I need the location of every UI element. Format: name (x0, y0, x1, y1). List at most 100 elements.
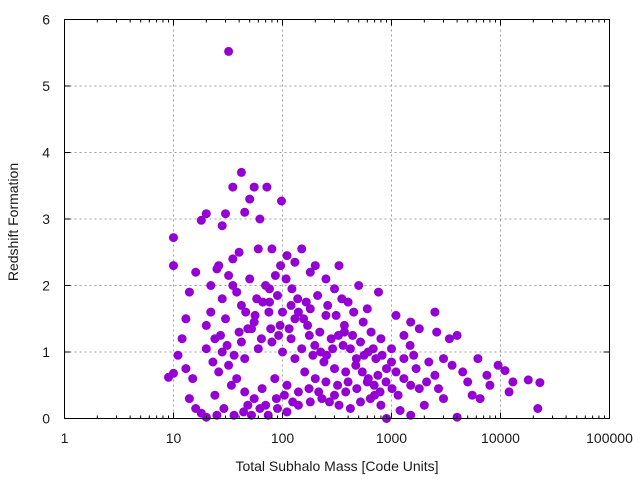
data-point (376, 334, 386, 344)
data-point (257, 384, 267, 394)
data-point (405, 340, 415, 350)
data-point (430, 370, 440, 380)
data-point (264, 307, 274, 317)
data-point (349, 307, 359, 317)
data-point (282, 407, 292, 417)
data-point (305, 267, 315, 277)
data-point (303, 320, 313, 330)
data-point (363, 374, 373, 384)
data-point (409, 350, 419, 360)
data-point (265, 284, 274, 294)
data-point (224, 271, 234, 280)
data-point (221, 314, 230, 324)
data-point (290, 314, 300, 324)
tick-marks (64, 19, 610, 419)
data-point (206, 307, 216, 317)
data-point (282, 251, 292, 261)
data-point (310, 374, 320, 384)
data-point (330, 364, 339, 374)
data-point (414, 384, 424, 394)
data-point (535, 378, 545, 388)
data-point (310, 340, 320, 350)
data-point (317, 394, 327, 404)
data-point (201, 209, 211, 219)
data-point (308, 350, 318, 360)
data-point (184, 394, 194, 404)
data-point (439, 394, 448, 404)
data-point (271, 394, 281, 404)
data-point (300, 367, 310, 377)
data-point (351, 354, 361, 364)
y-tick-label: 0 (42, 411, 50, 427)
data-point (228, 182, 238, 192)
data-point (473, 354, 483, 364)
data-point (341, 387, 351, 397)
data-point (293, 307, 303, 317)
data-point (366, 327, 376, 337)
data-point (304, 330, 314, 340)
data-point (348, 330, 358, 340)
data-point (287, 284, 297, 294)
data-point (282, 380, 292, 390)
data-point (232, 287, 242, 297)
y-axis-title: Redshift Formation (5, 163, 21, 281)
data-point (240, 354, 250, 364)
data-point (255, 214, 265, 224)
x-axis-title: Total Subhalo Mass [Code Units] (235, 458, 438, 474)
data-point (339, 320, 349, 330)
data-point (277, 196, 286, 206)
data-point (391, 367, 401, 377)
data-point (363, 347, 373, 357)
data-point (345, 404, 355, 413)
data-point (447, 360, 457, 370)
data-point (188, 374, 198, 384)
data-point (250, 310, 260, 320)
data-point (243, 324, 253, 334)
data-point (226, 380, 236, 390)
data-point (275, 320, 285, 330)
x-tick-label: 10000 (481, 430, 520, 446)
data-point (321, 377, 331, 387)
data-point (253, 344, 263, 354)
data-point (240, 207, 250, 217)
data-point (508, 377, 518, 387)
x-tick-label: 10 (166, 430, 182, 446)
data-point (375, 387, 385, 397)
data-point (234, 327, 244, 337)
data-point (293, 294, 303, 304)
data-point (351, 360, 361, 370)
data-point (533, 404, 543, 413)
data-point (387, 344, 396, 354)
y-tick-label: 6 (42, 12, 50, 28)
data-point (219, 404, 229, 413)
data-point (305, 304, 315, 314)
data-point (365, 394, 375, 404)
x-tick-label: 1000 (376, 430, 407, 446)
data-point (305, 397, 315, 407)
y-tick-label: 1 (42, 344, 50, 360)
data-point (273, 404, 282, 413)
data-point (356, 337, 365, 347)
data-point (504, 387, 514, 397)
data-point (334, 400, 344, 410)
data-point (276, 261, 286, 271)
data-point (181, 364, 191, 374)
data-point (301, 297, 311, 307)
data-point (321, 310, 331, 320)
data-point (463, 377, 473, 387)
data-point (406, 380, 416, 390)
data-point (201, 344, 211, 354)
data-point (169, 368, 178, 378)
data-point (234, 247, 244, 257)
data-point (328, 344, 338, 354)
data-point (221, 209, 230, 219)
data-point (458, 367, 468, 377)
x-tick-label: 1 (61, 430, 69, 446)
data-point (270, 271, 280, 280)
data-point (208, 357, 218, 367)
data-point (411, 364, 421, 374)
data-point (224, 360, 234, 370)
data-point (323, 300, 333, 310)
data-point (236, 300, 246, 310)
data-point (395, 406, 405, 415)
